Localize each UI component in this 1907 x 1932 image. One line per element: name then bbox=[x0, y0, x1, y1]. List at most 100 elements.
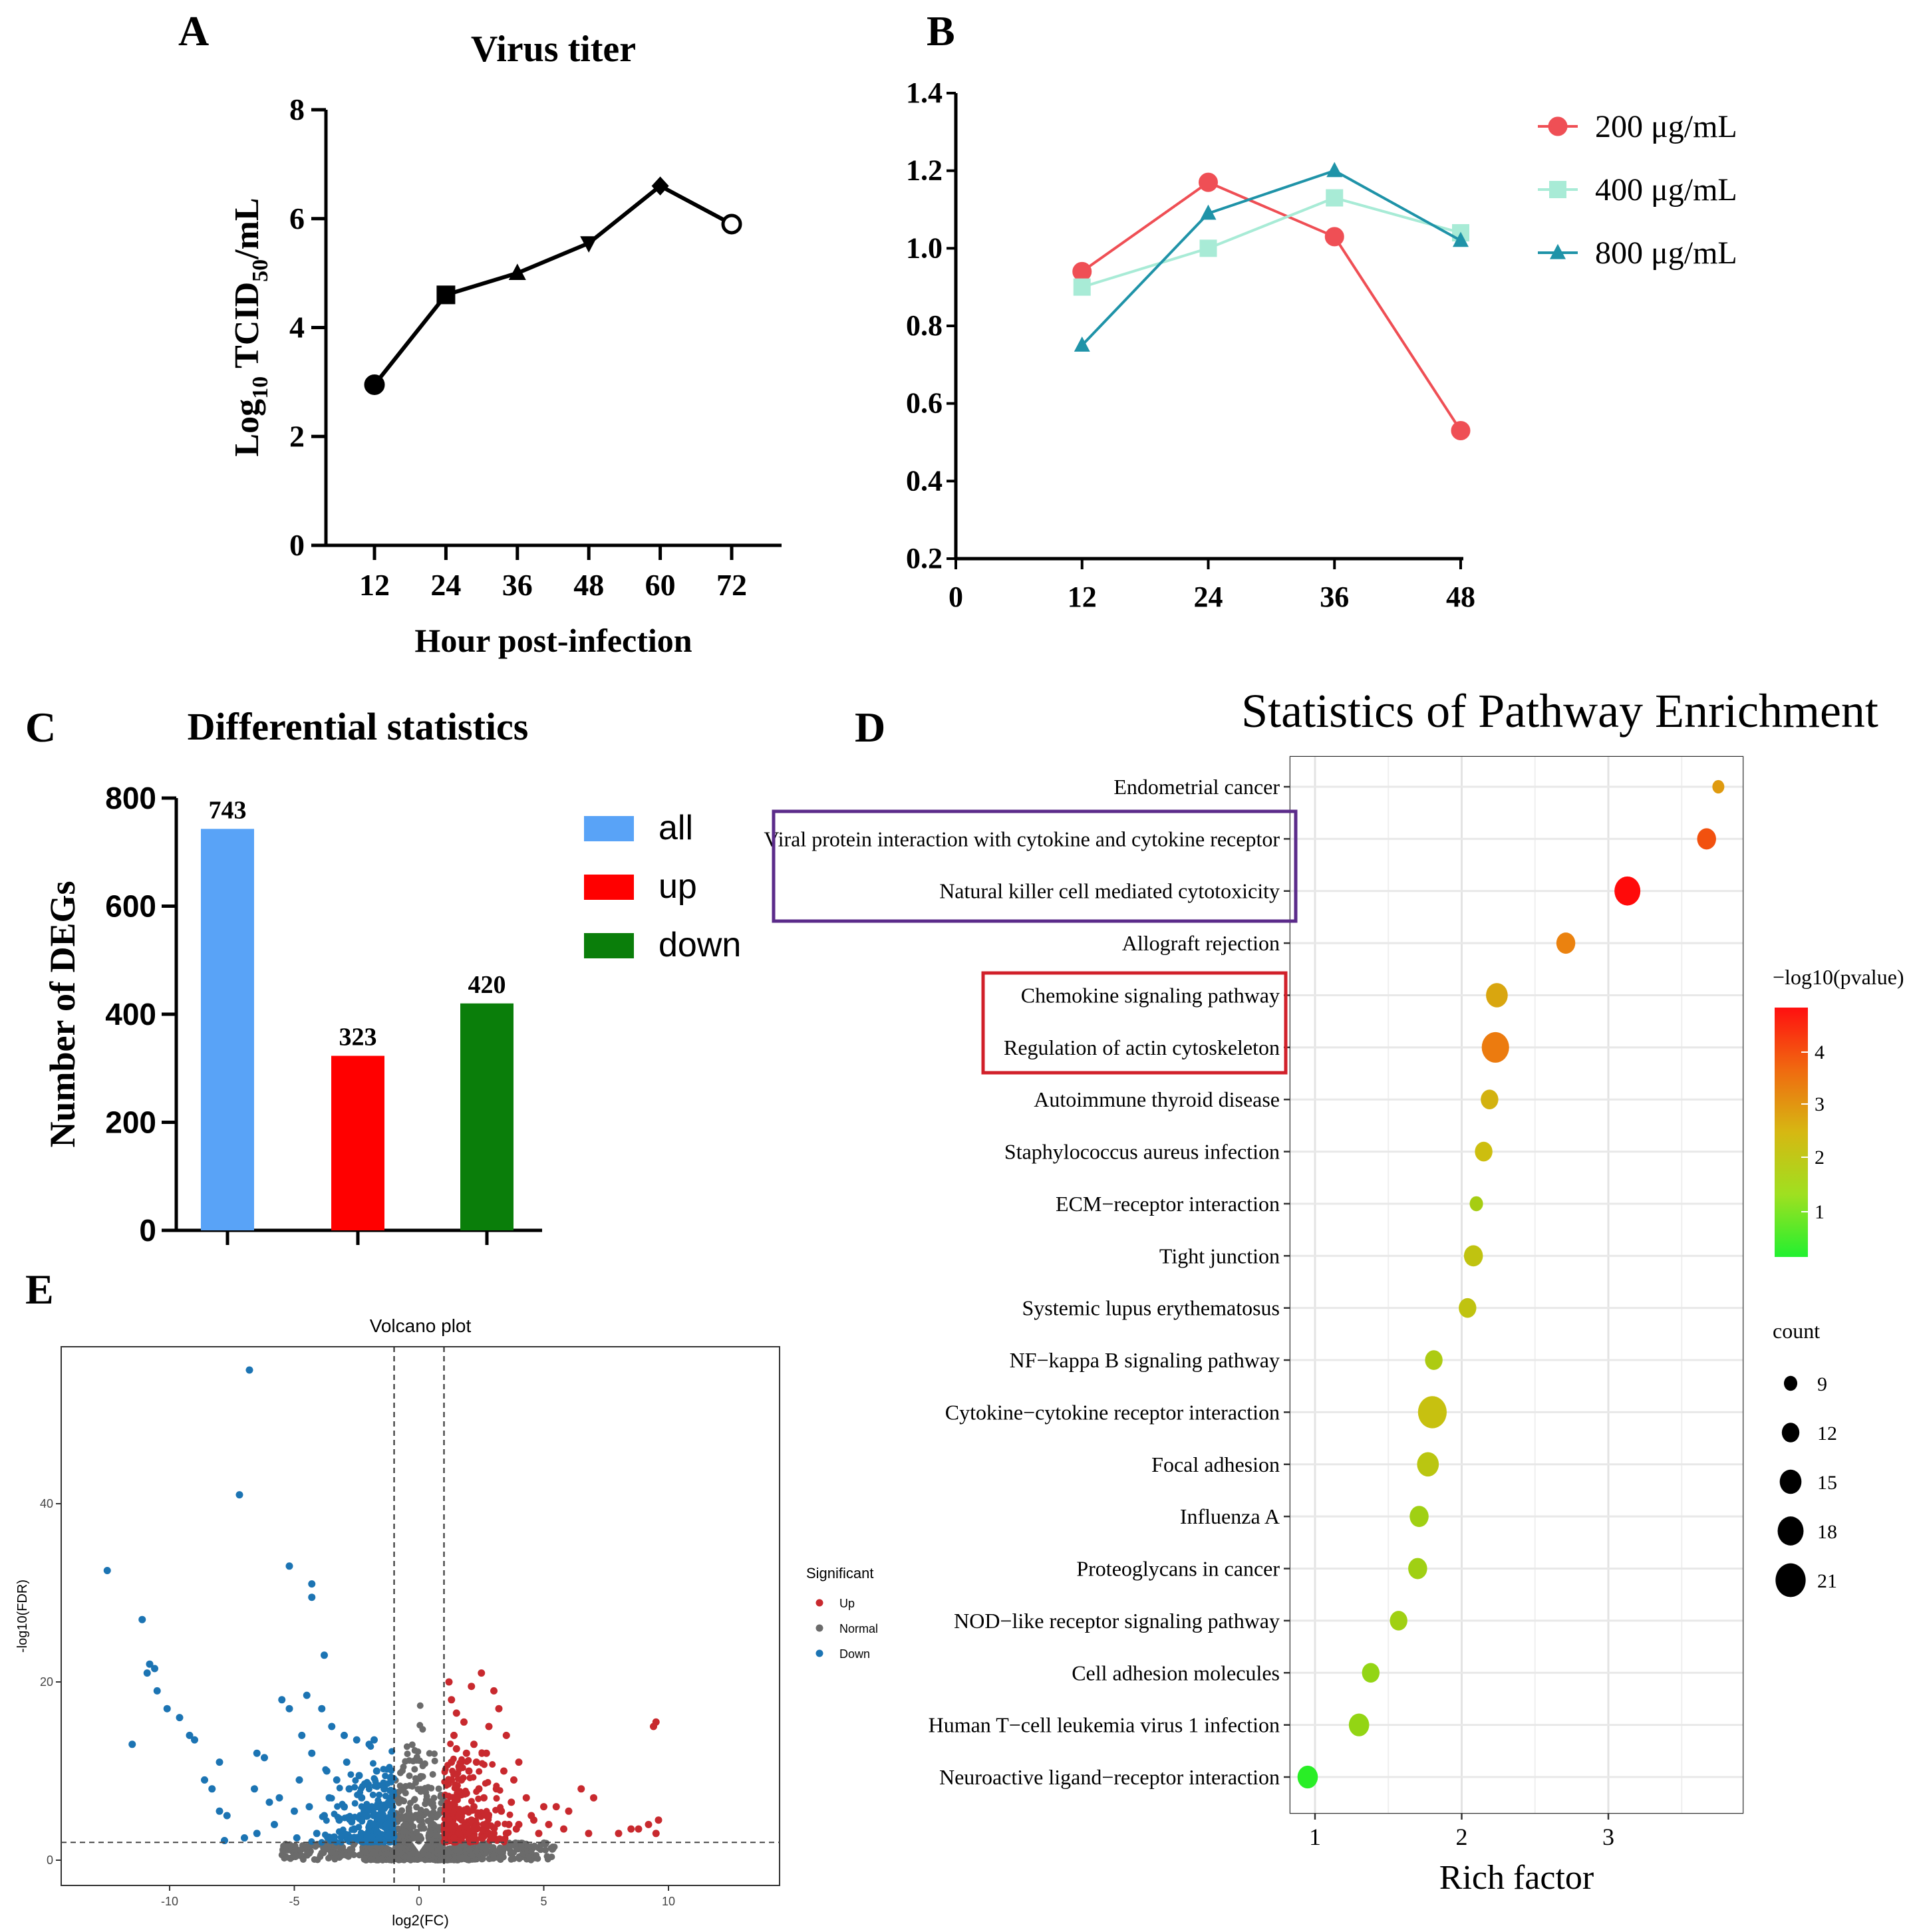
panel-e-point-normal bbox=[430, 1794, 438, 1802]
panel-e-y-tick-label: 0 bbox=[47, 1854, 53, 1867]
panel-d-pathway-label: Endometrial cancer bbox=[1113, 775, 1280, 799]
panel-e-point-normal bbox=[431, 1750, 438, 1758]
panel-e-point-down bbox=[363, 1835, 370, 1843]
panel-e-point-down bbox=[351, 1800, 359, 1807]
panel-c-legend-label: all bbox=[659, 809, 693, 847]
panel-b-point bbox=[1074, 336, 1090, 352]
panel-e-point-normal bbox=[424, 1784, 432, 1791]
panel-a-y-tick-label: 2 bbox=[289, 419, 305, 453]
panel-e-point-normal bbox=[443, 1856, 450, 1863]
panel-e-point-normal bbox=[411, 1766, 418, 1773]
panel-c-bar-value: 420 bbox=[468, 971, 506, 999]
panel-e-point-down bbox=[293, 1834, 301, 1842]
panel-d-size-legend-dot bbox=[1781, 1423, 1800, 1443]
panel-label-b: B bbox=[927, 7, 955, 55]
panel-e-point-up bbox=[585, 1830, 593, 1838]
panel-a-point bbox=[508, 263, 526, 281]
panel-e-point-up bbox=[482, 1749, 490, 1757]
panel-e-point-down bbox=[321, 1831, 329, 1838]
panel-d-pathway-label: ECM−receptor interaction bbox=[1056, 1192, 1280, 1216]
panel-e-point-down bbox=[372, 1767, 380, 1775]
panel-e-legend-dot bbox=[815, 1649, 823, 1657]
panel-b-series-line bbox=[1082, 196, 1461, 289]
panel-d-point bbox=[1417, 1452, 1439, 1477]
panel-e-point-up bbox=[482, 1812, 490, 1820]
panel-a-x-tick-label: 72 bbox=[716, 568, 747, 602]
panel-b-series-line bbox=[1081, 169, 1461, 346]
panel-e-point-normal bbox=[429, 1771, 436, 1778]
panel-e-point-normal bbox=[434, 1812, 442, 1819]
panel-e-point-down bbox=[386, 1774, 394, 1782]
panel-c-legend-swatch bbox=[584, 933, 634, 958]
panel-e-point-down bbox=[325, 1794, 333, 1802]
panel-e-point-normal bbox=[343, 1852, 350, 1859]
panel-e-point-normal bbox=[351, 1851, 358, 1858]
panel-e-point-down bbox=[337, 1834, 345, 1841]
panel-e-point-up bbox=[645, 1820, 653, 1828]
panel-c-bar bbox=[460, 1003, 513, 1230]
panel-d-x-tick-label: 2 bbox=[1456, 1824, 1468, 1850]
panel-d-pathway-label: Staphylococcus aureus infection bbox=[1004, 1140, 1280, 1164]
panel-e-point-normal bbox=[428, 1815, 435, 1822]
panel-a-y-tick-label: 6 bbox=[289, 202, 305, 235]
panel-e-point-down bbox=[216, 1807, 223, 1815]
panel-e-point-down bbox=[368, 1803, 376, 1811]
panel-e-point-down bbox=[370, 1774, 378, 1782]
panel-e-point-up bbox=[463, 1758, 470, 1765]
panel-d-pathway-label: Viral protein interaction with cytokine … bbox=[764, 827, 1280, 851]
panel-d-size-legend-title: count bbox=[1773, 1319, 1820, 1343]
panel-d-color-legend-title: −log10(pvalue) bbox=[1773, 965, 1904, 989]
panel-c-legend-label: up bbox=[659, 867, 697, 906]
panel-b-series-line bbox=[1081, 180, 1462, 432]
panel-e-point-down bbox=[285, 1705, 293, 1713]
panel-e-point-down bbox=[370, 1808, 377, 1816]
panel-d-x-tick-label: 1 bbox=[1309, 1824, 1321, 1850]
panel-e-point-up bbox=[458, 1776, 466, 1784]
panel-e-point-normal bbox=[422, 1800, 429, 1808]
panel-e-point-normal bbox=[325, 1855, 332, 1862]
panel-e-point-up bbox=[577, 1785, 585, 1793]
panel-e-point-normal bbox=[450, 1856, 458, 1863]
panel-b-x-tick-label: 12 bbox=[1068, 581, 1097, 613]
panel-e-point-normal bbox=[311, 1856, 318, 1863]
panel-e-point-down bbox=[389, 1810, 396, 1818]
panel-e-point-up bbox=[498, 1807, 506, 1815]
panel-b-legend-marker bbox=[1548, 116, 1568, 136]
panel-e-point-up bbox=[502, 1830, 510, 1838]
panel-d-point bbox=[1425, 1350, 1443, 1370]
panel-e-point-down bbox=[365, 1782, 372, 1789]
panel-e-point-normal bbox=[378, 1855, 386, 1862]
panel-e-point-up bbox=[452, 1709, 460, 1717]
panel-b-x-tick-label: 36 bbox=[1320, 581, 1349, 613]
panel-e-plot-area bbox=[61, 1346, 780, 1886]
panel-e-point-normal bbox=[396, 1769, 404, 1776]
panel-d-point bbox=[1362, 1663, 1380, 1683]
panel-e-point-down bbox=[261, 1754, 268, 1762]
panel-e-point-normal bbox=[411, 1796, 418, 1803]
panel-e-point-up bbox=[470, 1774, 477, 1781]
panel-d-pathway-label: Cytokine−cytokine receptor interaction bbox=[945, 1400, 1280, 1424]
panel-b-y-tick-label: 0.4 bbox=[906, 464, 943, 497]
panel-e-point-down bbox=[378, 1812, 386, 1820]
panel-e-point-down bbox=[176, 1714, 184, 1722]
panel-e-point-up bbox=[468, 1816, 476, 1824]
panel-c-y-tick-label: 600 bbox=[105, 889, 156, 924]
panel-d-pathway-label: Autoimmune thyroid disease bbox=[1034, 1087, 1280, 1111]
panel-b-legend-label: 400 μg/mL bbox=[1595, 172, 1737, 207]
panel-e-point-down bbox=[382, 1772, 389, 1780]
panel-e-point-normal bbox=[490, 1852, 497, 1859]
panel-e-point-up bbox=[488, 1833, 496, 1841]
panel-e-point-down bbox=[318, 1705, 326, 1713]
panel-e-point-down bbox=[221, 1837, 228, 1845]
panel-e-point-normal bbox=[418, 1825, 425, 1832]
panel-b-y-tick-label: 1.2 bbox=[906, 154, 943, 187]
panel-e-point-normal bbox=[400, 1763, 407, 1770]
panel-e-point-up bbox=[502, 1731, 510, 1739]
panel-e-point-up bbox=[465, 1767, 473, 1775]
panel-e-point-down bbox=[305, 1803, 313, 1811]
panel-e-point-down bbox=[298, 1731, 306, 1739]
panel-e-point-down bbox=[380, 1785, 388, 1793]
panel-e-point-down bbox=[351, 1825, 358, 1833]
panel-e-point-up bbox=[472, 1758, 480, 1766]
panel-e-x-tick-label: -5 bbox=[289, 1895, 299, 1908]
